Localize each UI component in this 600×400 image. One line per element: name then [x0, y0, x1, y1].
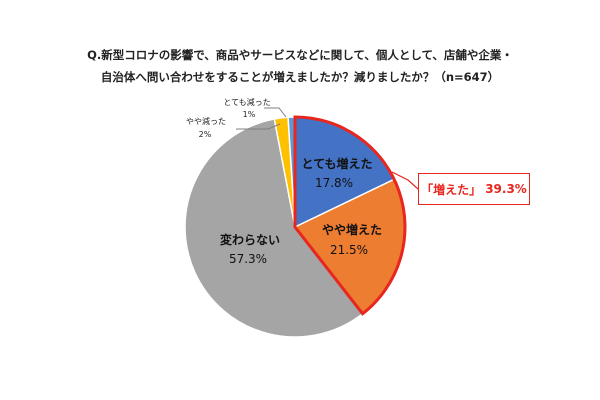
slice-value-unchanged: 57.3%: [229, 252, 267, 266]
increased-highlight-outline: [293, 115, 407, 316]
callout-label: 「増えた」: [421, 182, 482, 197]
slice-label-slightly-increased: やや増えた: [322, 222, 382, 237]
increased-total-callout: 「増えた」 39.3%: [418, 173, 530, 205]
slice-value-slightly-decreased: 2%: [199, 130, 212, 139]
leader-line-slightly-decreased: [236, 123, 281, 130]
slice-value-greatly-decreased: 1%: [243, 110, 256, 119]
slice-label-greatly-increased: とても増えた: [301, 156, 372, 171]
callout-connector: [391, 171, 419, 190]
pie-slice-unchanged: [184, 118, 364, 338]
callout-value: 39.3%: [485, 182, 527, 196]
leader-line-greatly-decreased: [264, 107, 287, 118]
chart-title-line-2: 自治体へ問い合わせをすることが増えましたか？減りましたか？（n=647）: [100, 70, 500, 84]
slice-label-slightly-decreased: やや減った: [186, 116, 226, 126]
chart-title-line-1: Q.新型コロナの影響で、商品やサービスなどに関して、個人として、店舗や企業・: [87, 48, 513, 62]
slice-label-unchanged: 変わらない: [220, 232, 280, 247]
slice-label-greatly-decreased: とても減った: [223, 97, 270, 107]
slice-value-slightly-increased: 21.5%: [330, 243, 368, 257]
slice-value-greatly-increased: 17.8%: [315, 176, 353, 190]
